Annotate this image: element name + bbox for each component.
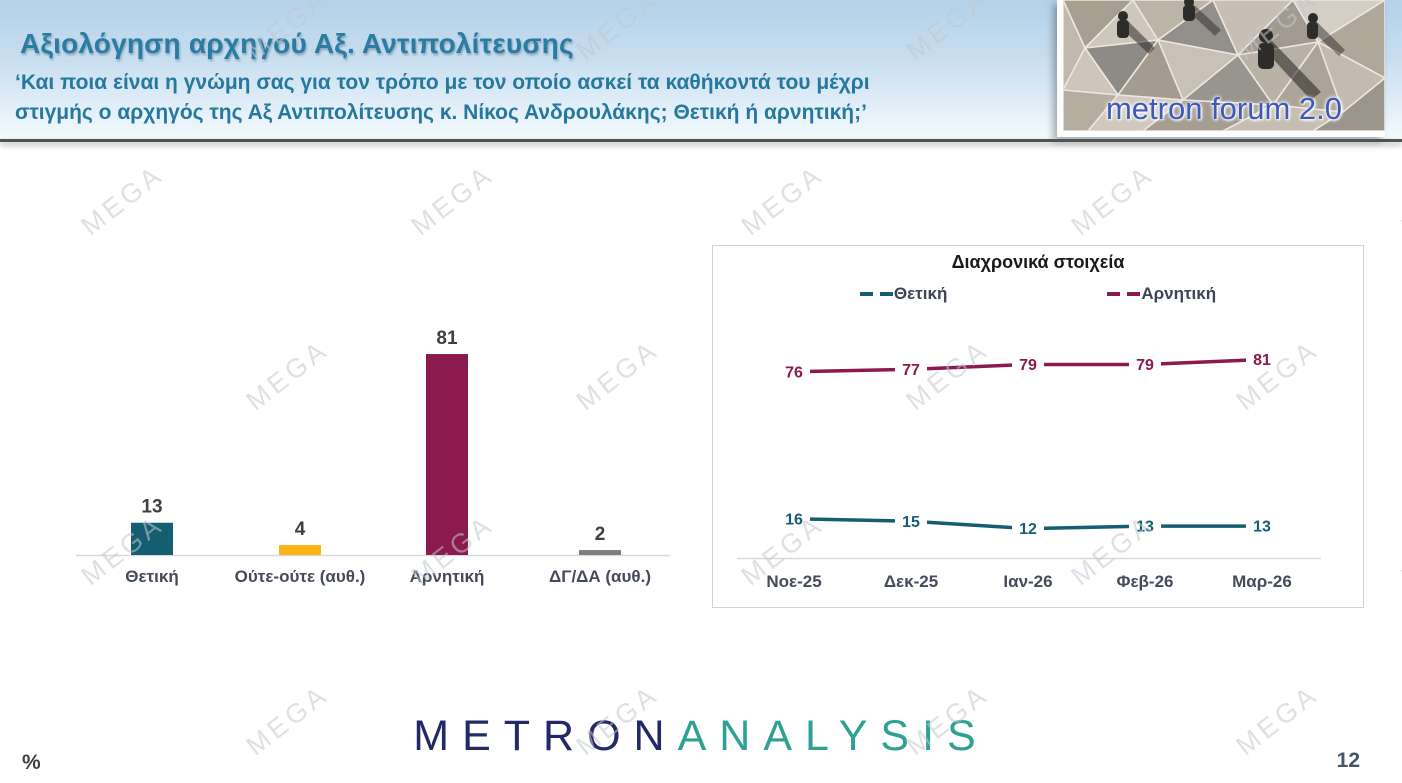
bar-value-label: 13 — [141, 497, 162, 518]
trend-legend: Θετική Αρνητική — [713, 282, 1363, 306]
metron-forum-logo: metron forum 2.0 — [1057, 0, 1385, 137]
line-value-label: 15 — [902, 514, 920, 531]
trend-panel-title: Διαχρονικά στοιχεία — [951, 252, 1125, 272]
bar-value-label: 2 — [595, 524, 606, 545]
legend-item-negative: Αρνητική — [1107, 284, 1216, 304]
line-category-label: Ιαν-26 — [1003, 572, 1052, 591]
legend-dash-icon — [879, 292, 893, 296]
bar-chart: 13 Θετική 4 Ούτε-ούτε (αυθ.) 81 Αρνητική 2 ΔΓ/Δ… — [70, 318, 690, 608]
label-halo — [1012, 519, 1044, 539]
mega-watermark: MEGA — [0, 333, 5, 417]
mega-watermark: MEGA — [1395, 508, 1402, 592]
bar-category-label: Αρνητική — [410, 567, 485, 586]
line-value-label: 79 — [1136, 357, 1154, 374]
legend-label: Θετική — [893, 284, 948, 303]
mega-watermark: MEGA — [1065, 158, 1160, 242]
label-halo — [778, 362, 810, 382]
label-halo — [1246, 350, 1278, 370]
bar — [279, 545, 321, 555]
mega-watermark: MEGA — [735, 158, 830, 242]
percent-unit-label: % — [22, 751, 41, 774]
bar-value-label: 81 — [436, 328, 458, 349]
label-halo — [895, 359, 927, 379]
bar-value-label: 4 — [295, 519, 306, 540]
metron-analysis-logo: METRONANALYSIS — [0, 712, 1402, 761]
line-category-label: Δεκ-25 — [884, 572, 938, 591]
trend-panel: Διαχρονικά στοιχεία Θετική Αρνητική Νοε-… — [712, 245, 1364, 608]
mega-watermark: MEGA — [405, 158, 500, 242]
subtitle-line-2: στιγμής ο αρχηγός της Αξ Αντιπολίτευσης … — [15, 101, 867, 125]
line-value-label: 16 — [785, 511, 803, 528]
line-category-label: Φεβ-26 — [1117, 572, 1174, 591]
label-halo — [1012, 354, 1044, 374]
label-halo — [778, 509, 810, 529]
line-value-label: 77 — [902, 362, 920, 379]
subtitle-line-1: ‘Και ποια είναι η γνώμη σας για τον τρόπ… — [15, 71, 870, 94]
bar-category-label: Θετική — [125, 567, 178, 586]
page-title: Αξιολόγηση αρχηγού Αξ. Αντιπολίτευσης — [20, 28, 574, 59]
header-divider — [0, 139, 1402, 142]
bar-chart-svg: 13 Θετική 4 Ούτε-ούτε (αυθ.) 81 Αρνητική 2 ΔΓ/Δ… — [76, 328, 670, 586]
line-value-label: 76 — [785, 364, 803, 381]
line-category-label: Μαρ-26 — [1232, 572, 1292, 591]
legend-dash-icon — [1127, 292, 1141, 296]
label-halo — [1129, 354, 1161, 374]
legend-item-positive: Θετική — [859, 284, 948, 304]
page-subtitle: ‘Και ποια είναι η γνώμη σας για τον τρόπ… — [15, 68, 1025, 129]
line-value-label: 81 — [1253, 352, 1271, 369]
bar-category-label: Ούτε-ούτε (αυθ.) — [235, 567, 366, 586]
legend-dash-icon — [859, 292, 873, 296]
logo-text: metron forum 2.0 — [1105, 91, 1343, 126]
legend-dash-icon — [1107, 292, 1121, 296]
bar-category-label: ΔΓ/ΔΑ (αυθ.) — [549, 567, 651, 586]
label-halo — [895, 511, 927, 531]
logo-photo-mosaic — [1063, 0, 1385, 131]
line-category-label: Νοε-25 — [766, 572, 821, 591]
mega-watermark: MEGA — [75, 158, 170, 242]
brand-metron: METRON — [413, 712, 678, 760]
label-halo — [1246, 516, 1278, 536]
page-number: 12 — [1336, 749, 1360, 772]
bar — [426, 354, 468, 555]
mega-watermark: MEGA — [1395, 158, 1402, 242]
bar — [131, 522, 173, 555]
line-value-label: 13 — [1253, 519, 1271, 536]
label-halo — [1129, 516, 1161, 536]
brand-analysis: ANALYSIS — [677, 712, 989, 760]
line-value-label: 13 — [1136, 519, 1154, 536]
legend-label: Αρνητική — [1141, 284, 1217, 303]
bar — [579, 550, 621, 555]
line-value-label: 79 — [1019, 357, 1037, 374]
line-chart-svg: Νοε-25 Δεκ-25 Ιαν-26 Φεβ-26 Μαρ-26 16 15 12 13 13… — [737, 350, 1321, 591]
line-value-label: 12 — [1019, 521, 1037, 538]
